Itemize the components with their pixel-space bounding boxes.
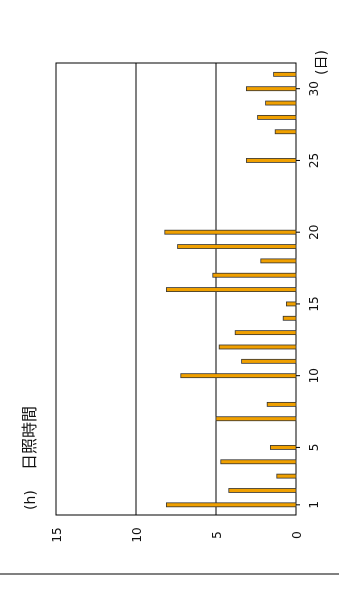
bar-day-30 — [245, 86, 297, 92]
x-tick-label-1: 1 — [307, 501, 321, 509]
bar-day-18 — [260, 258, 297, 264]
x-tick-label-30: 30 — [307, 81, 321, 96]
chart-title: 日照時間 — [20, 406, 39, 470]
bar-day-3 — [276, 473, 297, 479]
bar-day-19 — [177, 244, 297, 249]
bar-day-13 — [234, 330, 297, 336]
bar-day-1 — [165, 502, 297, 508]
bar-day-28 — [257, 114, 297, 120]
bar-day-8 — [266, 401, 297, 407]
bar-day-15 — [285, 301, 297, 307]
bar-day-7 — [215, 416, 297, 422]
y-tick-label-15: 15 — [50, 527, 64, 542]
bar-day-12 — [218, 344, 297, 350]
y-tick-label-0: 0 — [290, 531, 304, 539]
x-tick-label-10: 10 — [307, 368, 321, 383]
x-tick-label-15: 15 — [307, 296, 321, 311]
bar-day-4 — [220, 459, 297, 465]
x-tick-label-25: 25 — [307, 153, 321, 168]
bar-day-29 — [265, 100, 297, 106]
y-tick-labels: 0 5 10 15 — [50, 527, 304, 542]
y-tick-label-10: 10 — [130, 527, 144, 542]
bar-day-16 — [165, 287, 297, 292]
bar-day-17 — [212, 272, 297, 278]
bar-day-14 — [282, 315, 297, 321]
x-tick-label-5: 5 — [307, 444, 321, 452]
bar-day-31 — [273, 71, 297, 77]
bar-day-25 — [245, 158, 297, 163]
bar-day-11 — [241, 358, 297, 364]
bars — [164, 71, 297, 508]
bar-day-10 — [180, 373, 297, 379]
x-axis-unit: (日) — [314, 50, 330, 75]
y-tick-label-5: 5 — [210, 531, 224, 539]
x-tick-label-20: 20 — [307, 225, 321, 240]
bar-day-20 — [164, 229, 297, 235]
bar-day-5 — [269, 445, 297, 450]
bar-day-2 — [228, 488, 297, 493]
y-axis-unit: (h) — [23, 490, 39, 510]
bar-day-27 — [274, 129, 297, 135]
